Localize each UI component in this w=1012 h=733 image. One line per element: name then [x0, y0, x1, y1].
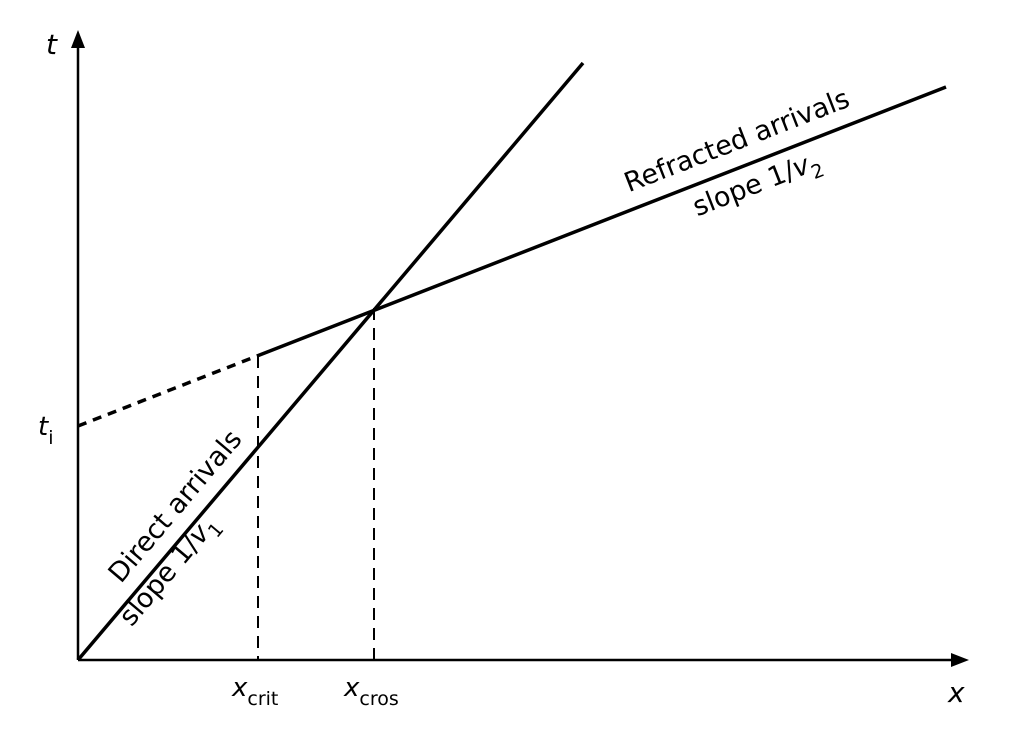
intercept-extrapolation-line	[77, 354, 258, 428]
refracted-slope-sub: 2	[808, 159, 827, 184]
crossover-distance-base: x	[343, 673, 360, 703]
critical-distance-sub: crit	[247, 688, 278, 710]
t-axis-arrowhead	[71, 30, 85, 48]
critical-distance-label: xcrit	[231, 673, 278, 710]
crossover-distance-sub: cros	[359, 688, 398, 710]
intercept-time-base: t	[38, 412, 49, 442]
intercept-time-label: ti	[38, 412, 53, 449]
crossover-distance-label: xcros	[343, 673, 399, 710]
intercept-time-sub: i	[48, 427, 53, 449]
direct-arrivals-line	[76, 61, 585, 662]
x-axis-label: x	[947, 676, 965, 709]
x-axis-arrowhead	[951, 653, 969, 667]
refracted-arrivals-line	[256, 85, 947, 358]
critical-distance-base: x	[231, 673, 248, 703]
t-axis-label: t	[46, 28, 58, 61]
